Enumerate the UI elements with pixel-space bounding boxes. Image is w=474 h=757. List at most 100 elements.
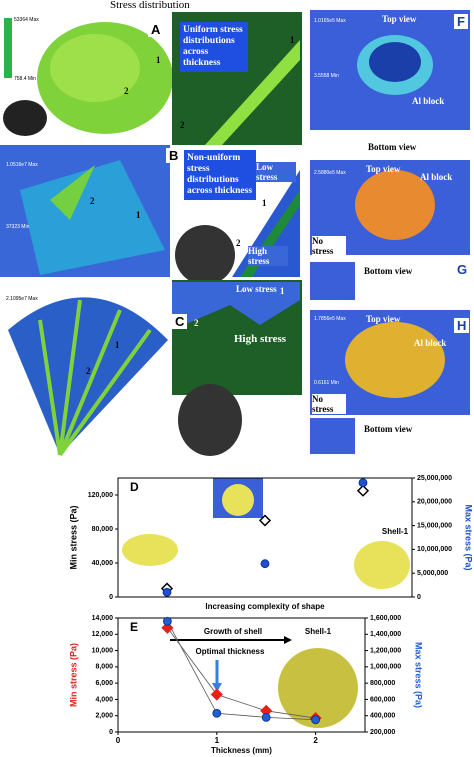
point-label: 2 — [180, 120, 185, 130]
x-axis-title: Thickness (mm) — [211, 746, 272, 755]
block-label: Al block — [414, 338, 447, 348]
legend-label: 53364 Max — [14, 17, 39, 23]
point-label: 2 — [124, 86, 129, 96]
legend-label: 758.4 Min — [14, 76, 36, 82]
legend-label: 2.5880e5 Max — [314, 170, 346, 176]
legend-label: 1.7856e5 Max — [314, 316, 346, 322]
marker — [210, 688, 223, 701]
bottom-view: Bottom view — [364, 266, 413, 276]
panel-letter: F — [454, 14, 468, 29]
marker — [212, 708, 222, 718]
panel-letter: G — [454, 262, 471, 277]
point-label: 1 — [156, 55, 161, 65]
y2-tick-label: 0 — [417, 594, 421, 601]
y-axis-title: Min stress (Pa) — [68, 505, 78, 569]
y2-tick-label: 25,000,000 — [417, 475, 452, 482]
point-label: 2 — [236, 238, 241, 248]
annotation: Shell-1 — [382, 527, 409, 536]
x-tick-label: 0 — [116, 736, 121, 745]
top-view: Top view — [366, 164, 401, 174]
bottom-view: Bottom view — [364, 424, 413, 434]
legend-label: 1.0516e7 Max — [6, 162, 38, 168]
top-view: Top view — [382, 14, 417, 24]
point-label: 1 — [136, 210, 141, 220]
y2-tick-label: 1,000,000 — [370, 664, 401, 671]
plot-frame — [117, 477, 413, 598]
point-label: 2 — [90, 196, 95, 206]
x-tick-label: 2 — [313, 736, 318, 745]
marker — [258, 514, 272, 527]
y-tick-label: 40,000 — [92, 560, 114, 567]
y-tick-label: 0 — [109, 729, 113, 736]
top-view: Top view — [366, 314, 401, 324]
annotation: Shell-1 — [305, 627, 332, 636]
point-label: 2 — [86, 366, 91, 376]
panel-letter: H — [454, 318, 470, 333]
y-tick-label: 4,000 — [95, 696, 113, 703]
series-line — [167, 621, 316, 721]
y2-tick-label: 200,000 — [370, 729, 395, 736]
arrow-head — [284, 636, 292, 644]
panel-h-bottom — [310, 418, 355, 454]
shell-section — [205, 40, 300, 145]
cone-model — [20, 160, 165, 275]
legend-label: 1.0165e5 Max — [314, 18, 346, 24]
no-stress: No stress — [312, 394, 346, 414]
legend-bar — [4, 18, 12, 78]
panel-letter: D — [130, 480, 139, 494]
block-label: Al block — [412, 96, 445, 106]
point-label: 1 — [262, 198, 267, 208]
high-stress: High stress — [234, 333, 287, 345]
y-tick-label: 0 — [109, 594, 113, 601]
low-stress: Low stress — [256, 162, 296, 182]
fan-on-block — [345, 322, 445, 398]
marker — [358, 478, 368, 488]
note: Uniform stress distributions across thic… — [180, 22, 248, 72]
y-tick-label: 6,000 — [95, 680, 113, 687]
panel-g-bottom — [310, 262, 355, 300]
legend-label: 0.6161 Min — [314, 380, 339, 386]
y2-tick-label: 1,600,000 — [370, 615, 401, 622]
inset-cone-shape — [222, 484, 254, 516]
y-tick-label: 120,000 — [88, 492, 113, 499]
y-tick-label: 2,000 — [95, 713, 113, 720]
y2-axis-title: Max stress (Pa) — [464, 504, 474, 570]
y2-tick-label: 15,000,000 — [417, 522, 452, 529]
marker — [356, 484, 370, 497]
panel-letter: A — [148, 22, 164, 37]
y-tick-label: 8,000 — [95, 664, 113, 671]
cone-stress — [50, 165, 95, 220]
fan-ribs — [38, 299, 152, 457]
legend-label: 3.5558 Min — [314, 73, 339, 79]
fan-section — [172, 282, 300, 330]
no-stress: No stress — [312, 236, 346, 256]
fan-photo — [178, 384, 242, 456]
cone-on-block — [355, 170, 435, 240]
fan-model — [8, 297, 168, 455]
block-label: Al block — [420, 172, 453, 182]
x-tick-label: 1 — [215, 736, 220, 745]
block-inner — [369, 42, 421, 82]
annotation: Growth of shell — [204, 627, 262, 636]
panel-letter: B — [166, 148, 182, 163]
y2-tick-label: 1,400,000 — [370, 631, 401, 638]
bottom-view: Bottom view — [368, 142, 417, 152]
y-tick-label: 80,000 — [92, 526, 114, 533]
plot-frame — [117, 617, 366, 733]
y2-tick-label: 1,200,000 — [370, 647, 401, 654]
legend-label: 37323 Min — [6, 224, 30, 230]
y2-tick-label: 20,000,000 — [417, 499, 452, 506]
y-tick-label: 14,000 — [92, 615, 114, 622]
annotation: Optimal thickness — [196, 647, 265, 656]
y-tick-label: 10,000 — [92, 647, 114, 654]
marker — [162, 616, 172, 626]
point-label: 2 — [194, 318, 199, 328]
marker — [260, 559, 270, 569]
point-label: 1 — [115, 340, 120, 350]
low-stress: Low stress — [236, 284, 277, 294]
figure-title: Stress distribution — [110, 0, 190, 11]
shell-highlight — [50, 34, 140, 102]
y-tick-label: 12,000 — [92, 631, 114, 638]
